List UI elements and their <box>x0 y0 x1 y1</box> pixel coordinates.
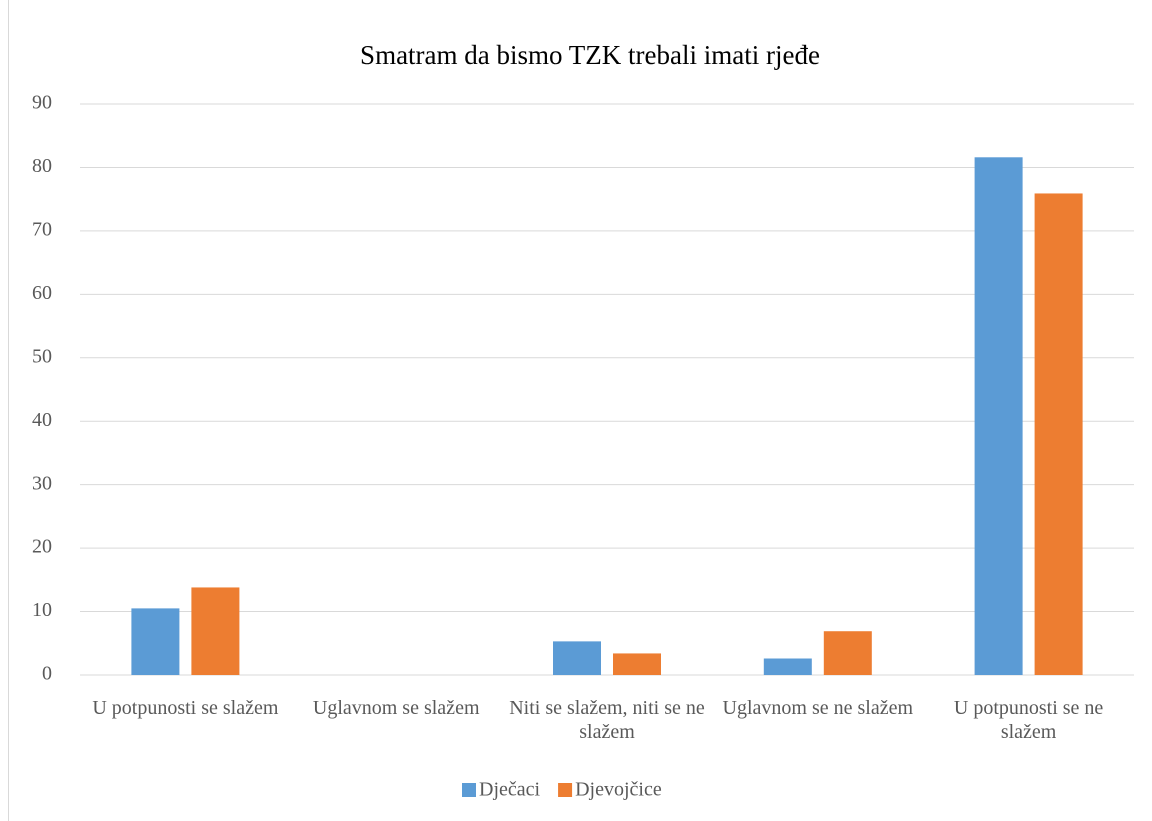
bar <box>974 157 1023 675</box>
legend-label: Djevojčice <box>575 779 662 801</box>
x-tick-label: Uglavnom se slažem <box>312 697 480 719</box>
x-tick-label: Niti se slažem, niti se ne slažem <box>509 697 705 743</box>
y-tick-label: 50 <box>32 345 52 367</box>
chart-title: Smatram da bismo TZK trebali imati rjeđe <box>360 40 820 70</box>
y-tick-label: 20 <box>32 536 52 558</box>
y-tick-label: 30 <box>32 472 52 494</box>
bar <box>763 658 812 675</box>
x-tick-label: U potpunosti se slažem <box>92 697 279 719</box>
bar <box>191 587 240 675</box>
y-tick-label: 10 <box>32 599 52 621</box>
y-tick-label: 80 <box>32 155 52 177</box>
y-tick-label: 90 <box>32 92 52 114</box>
legend-swatch <box>558 783 573 797</box>
y-tick-label: 40 <box>32 409 52 431</box>
bar <box>1034 193 1083 675</box>
x-tick-label: Uglavnom se ne slažem <box>722 697 914 719</box>
bar <box>613 653 661 675</box>
bar <box>131 608 180 675</box>
bar <box>553 641 601 675</box>
y-tick-label: 70 <box>32 218 52 240</box>
x-tick-label: U potpunosti se ne slažem <box>953 697 1104 743</box>
y-tick-label: 60 <box>32 282 52 304</box>
y-tick-label: 0 <box>42 663 52 685</box>
bar <box>823 631 872 675</box>
legend-swatch <box>462 783 476 797</box>
legend-label: Dječaci <box>479 779 541 801</box>
